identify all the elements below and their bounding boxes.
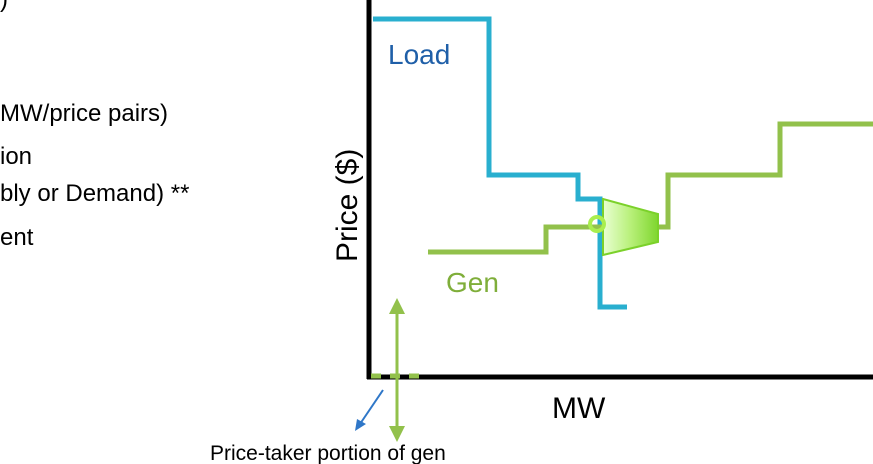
- equilibrium-arrow-shape: [602, 197, 659, 257]
- x-axis-label: MW: [552, 392, 606, 425]
- bullet-line-ion: ion: [0, 143, 33, 170]
- gen-curve: [428, 121, 873, 255]
- y-axis-label: Price ($): [331, 149, 364, 262]
- equilibrium-point-marker: [588, 215, 606, 233]
- annotation-pointer-line: [359, 389, 384, 425]
- load-label: Load: [388, 39, 450, 70]
- load-curve: [373, 16, 627, 310]
- bullet-line-fragment: ): [0, 0, 8, 14]
- arrowhead-down-icon: [389, 426, 405, 442]
- gen-label: Gen: [446, 267, 499, 298]
- bullet-line-ent: ent: [0, 224, 34, 251]
- arrowhead-up-icon: [389, 298, 405, 314]
- bullet-line-mw-price-pairs: MW/price pairs): [0, 100, 169, 127]
- price-taker-annotation: Price-taker portion of gen: [210, 442, 446, 464]
- annotation-arrowhead-icon: [355, 419, 366, 431]
- bullet-line-supply-or-demand: bly or Demand) **: [0, 180, 190, 207]
